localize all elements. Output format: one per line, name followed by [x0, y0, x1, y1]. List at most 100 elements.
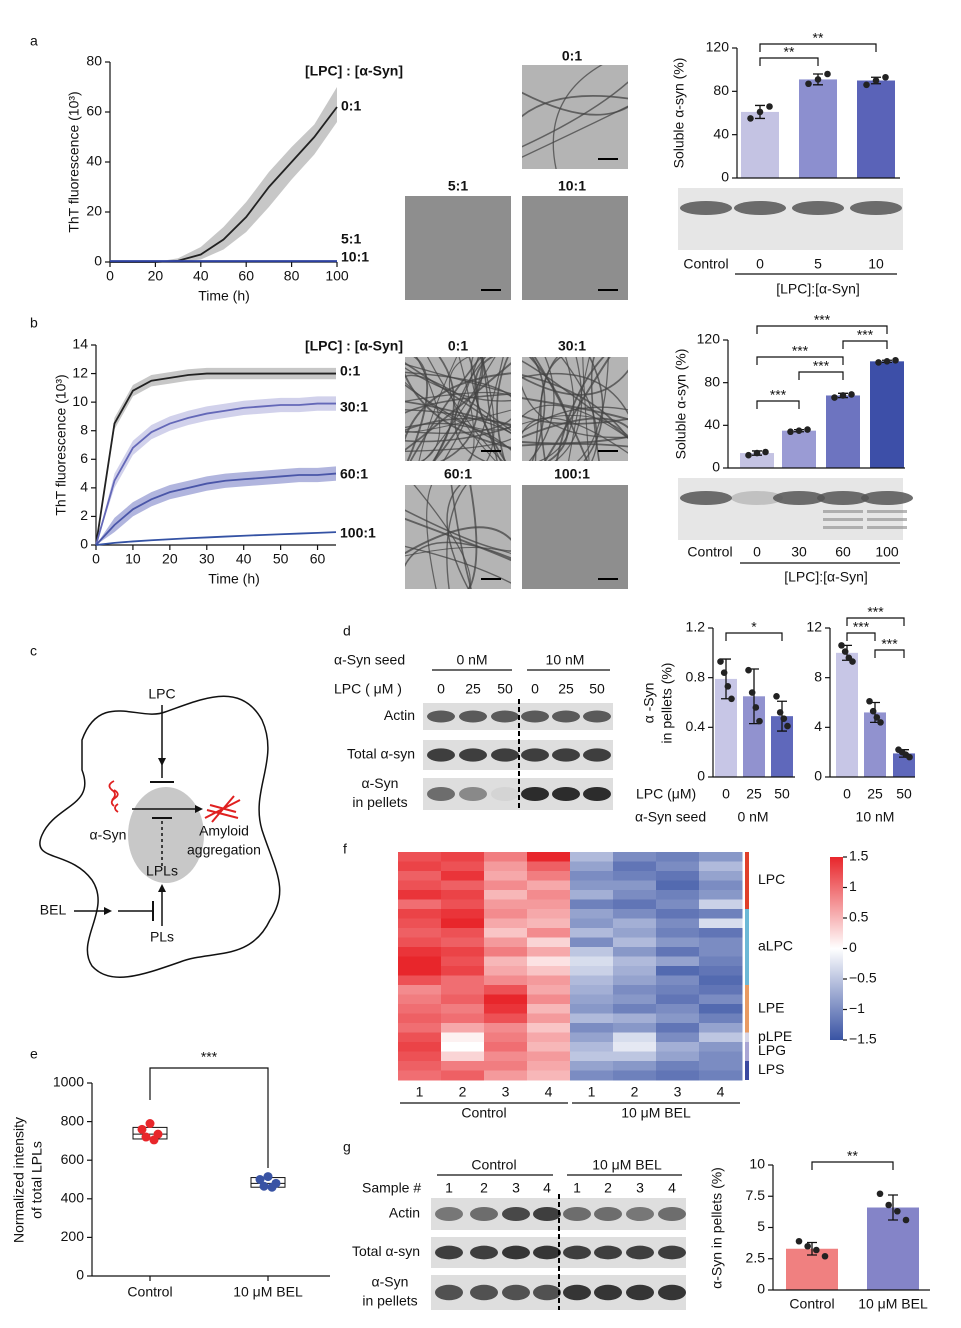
fibril — [405, 367, 511, 402]
bar — [857, 80, 895, 178]
heatmap-cell — [441, 985, 485, 995]
data-point — [813, 1246, 820, 1254]
heatmap-cell — [613, 1023, 657, 1033]
y-tick-label: 12 — [806, 619, 822, 635]
gel-band — [792, 201, 844, 215]
line — [95, 472, 337, 546]
x-tick-label: 25 — [746, 786, 762, 802]
fibril — [474, 357, 507, 461]
data-point — [804, 426, 811, 433]
heatmap-cell — [699, 1070, 743, 1081]
heatmap-cell — [484, 918, 528, 929]
x-tick-label: 60 — [238, 268, 254, 284]
micrograph — [522, 196, 628, 300]
heatmap-cell — [441, 880, 485, 891]
x-tick-label: 60 — [310, 551, 326, 567]
blot-band — [658, 1245, 686, 1260]
heatmap-cell — [570, 956, 614, 967]
heatmap-cell — [699, 1042, 743, 1052]
bar — [826, 395, 860, 468]
data-point — [753, 449, 761, 457]
heatmap-cell — [656, 937, 700, 948]
fibril — [405, 393, 511, 414]
lane-label: 0 — [437, 681, 445, 697]
gel-band — [680, 491, 732, 505]
micrograph-label: 10:1 — [558, 178, 586, 194]
lane-label: 0 — [531, 681, 539, 697]
group-label: 10 nM — [856, 809, 895, 825]
blot-band — [521, 748, 549, 762]
blot-band — [626, 1245, 654, 1260]
y-axis-label: ThT fluorescence (10³) — [53, 374, 69, 515]
heatmap-cell — [699, 1013, 743, 1024]
data-point — [724, 683, 732, 690]
micrograph-label: 0:1 — [448, 338, 468, 354]
lane-label: 3 — [512, 1180, 520, 1196]
row-group-bar — [745, 1061, 749, 1080]
fibril — [432, 357, 455, 461]
x-tick-label: 50 — [273, 551, 289, 567]
fibril — [522, 95, 628, 118]
significance-label: *** — [813, 358, 830, 374]
blot-band — [502, 1284, 530, 1301]
diagram-label: BEL — [40, 902, 67, 918]
row-group-label: LPC — [758, 871, 785, 887]
confidence-band — [110, 87, 337, 262]
data-point — [863, 81, 870, 89]
x-tick-label: Control — [127, 1284, 172, 1300]
data-point — [752, 704, 760, 711]
heatmap-cell — [527, 918, 571, 929]
data-point — [756, 108, 764, 116]
data-point — [882, 73, 889, 81]
blot-band — [502, 1206, 530, 1222]
heatmap-cell — [484, 1042, 528, 1052]
data-point — [776, 709, 784, 716]
fibril — [439, 357, 479, 461]
heatmap-cell — [570, 1023, 614, 1033]
heatmap-cell — [613, 1042, 657, 1052]
blot-band — [491, 748, 519, 762]
blot-band — [435, 1245, 463, 1260]
heatmap-cell — [398, 928, 442, 938]
heatmap-cell — [441, 852, 485, 862]
heatmap-cell — [441, 1061, 485, 1071]
gel-band — [867, 510, 907, 513]
heatmap-cell — [527, 1004, 571, 1014]
blot-band — [459, 786, 487, 802]
heatmap-cell — [398, 1051, 442, 1062]
series-label: 0:1 — [341, 98, 361, 114]
heatmap-cell — [656, 861, 700, 872]
fibril — [552, 65, 603, 169]
heatmap-cell — [441, 956, 485, 967]
x-axis-label: [LPC]:[α-Syn] — [776, 281, 860, 297]
heatmap-cell — [656, 966, 700, 976]
data-point — [876, 1190, 884, 1198]
heatmap-cell — [484, 956, 528, 967]
y-tick-label: 8 — [814, 668, 822, 684]
heatmap-cell — [656, 890, 700, 900]
y-tick-label: 12 — [72, 364, 88, 380]
significance-bracket — [149, 1067, 269, 1168]
blot-group-label: 10 nM — [546, 652, 585, 668]
significance-bracket — [756, 400, 800, 409]
blot-band — [563, 1284, 591, 1301]
heatmap-cell — [699, 937, 743, 948]
panel-label: b — [30, 315, 38, 331]
x-tick-label: 100 — [325, 268, 349, 284]
y-axis-label: in pellets (%) — [659, 663, 675, 744]
bar — [864, 712, 886, 777]
heatmap-cell — [570, 985, 614, 995]
fibril — [555, 357, 605, 461]
heatmap-cell — [656, 880, 700, 891]
fibril — [480, 357, 495, 461]
error-bar — [888, 1194, 898, 1221]
data-point — [814, 76, 822, 83]
heatmap-cell — [398, 947, 442, 957]
y-tick-label: 40 — [704, 416, 720, 432]
heatmap-cell — [656, 975, 700, 986]
blot-band — [552, 786, 580, 802]
row-group-bar — [745, 1042, 749, 1061]
heatmap-cell — [441, 937, 485, 948]
data-point — [866, 697, 873, 705]
